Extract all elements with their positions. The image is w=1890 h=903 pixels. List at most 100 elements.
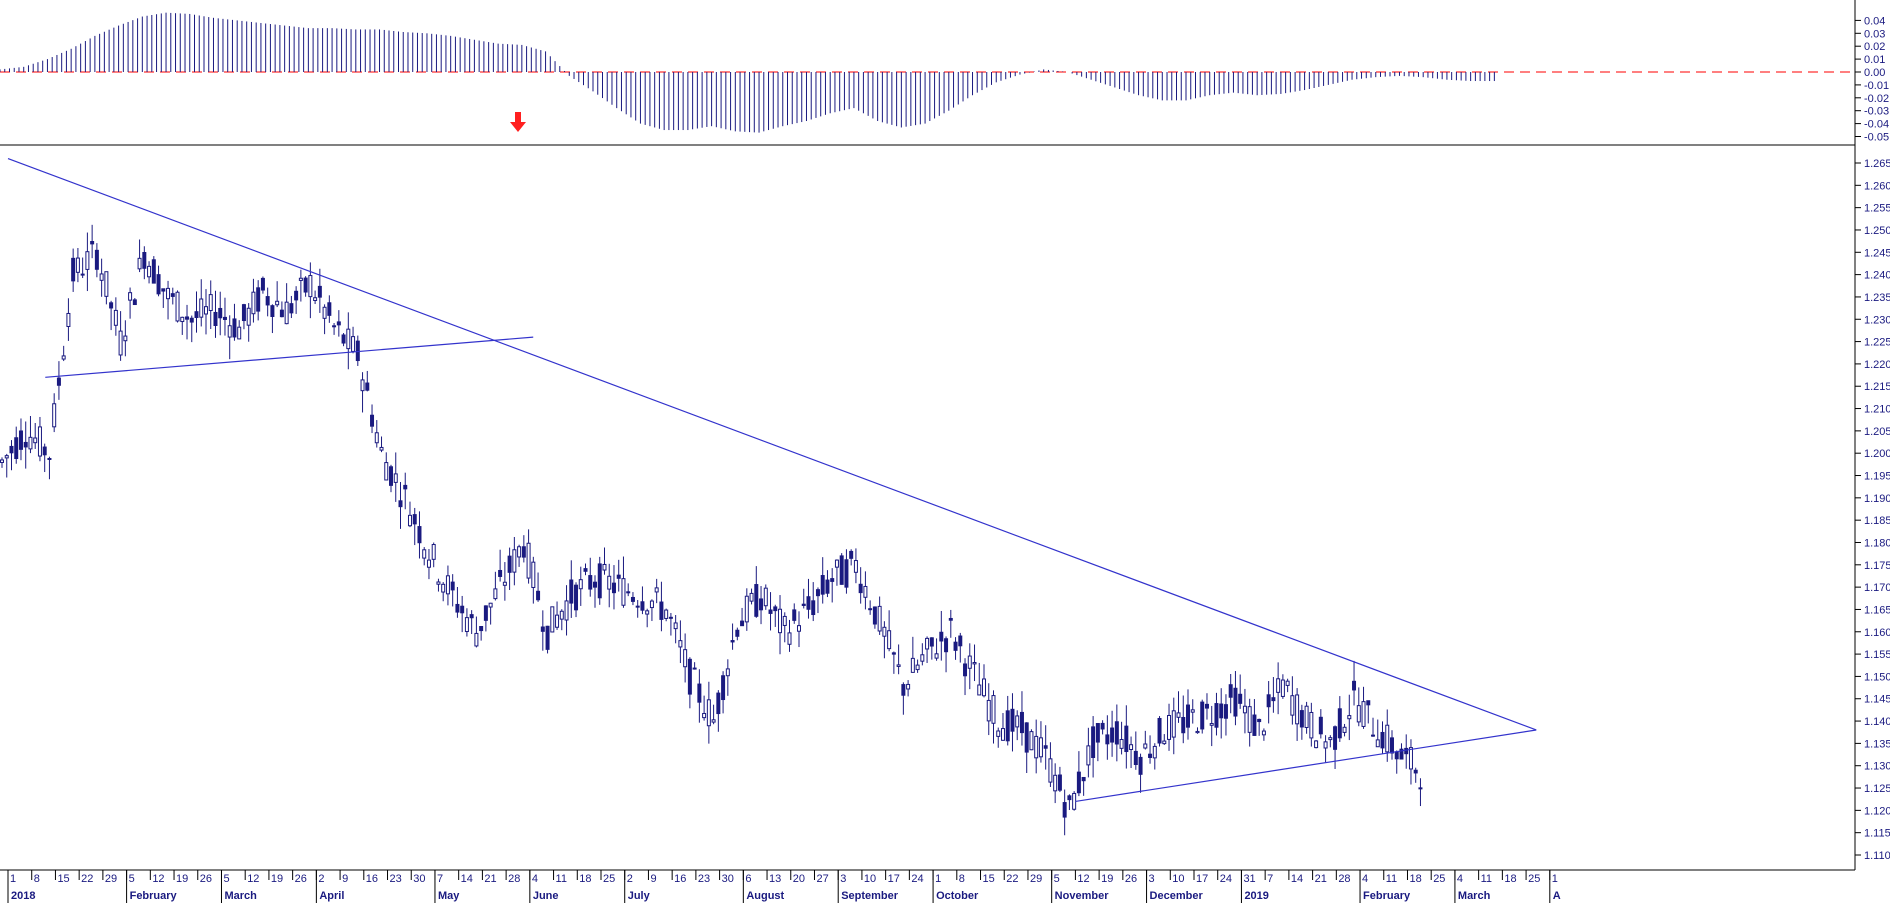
candle-body <box>1352 680 1357 691</box>
candle-body <box>858 583 863 594</box>
candle-body <box>982 678 987 697</box>
candle-body <box>488 602 493 608</box>
candle-body <box>445 575 450 595</box>
candle-body <box>47 457 52 460</box>
candle-body <box>683 649 688 668</box>
candle-body <box>621 578 626 606</box>
candle-body <box>1271 697 1276 702</box>
candle-body <box>37 426 42 457</box>
candle-body <box>241 304 246 322</box>
candle-body <box>555 614 560 628</box>
candle-body <box>1247 706 1252 733</box>
price-ytick-label: 1.255 <box>1864 203 1890 215</box>
candle-body <box>744 595 749 623</box>
osc-ytick-label: -0.03 <box>1864 106 1889 118</box>
price-ytick-label: 1.230 <box>1864 314 1890 326</box>
candle-body <box>1233 687 1238 717</box>
candle-body <box>256 287 261 312</box>
x-day-label: 13 <box>769 873 781 885</box>
candle-body <box>996 730 1001 737</box>
candle-body <box>929 637 934 647</box>
candle-body <box>673 622 678 630</box>
candle-body <box>986 699 991 722</box>
candle-body <box>559 610 564 620</box>
candle-body <box>203 306 208 315</box>
candle-body <box>872 606 877 625</box>
candle-body <box>711 719 716 723</box>
candle-body <box>1399 748 1404 760</box>
candle-body <box>75 257 80 273</box>
price-ytick-label: 1.215 <box>1864 381 1890 393</box>
candle-body <box>1048 758 1053 783</box>
osc-ytick-label: -0.05 <box>1864 132 1889 144</box>
x-month-label: March <box>1458 890 1491 902</box>
candle-body <box>654 587 659 593</box>
osc-ytick-label: -0.02 <box>1864 93 1889 105</box>
candle-body <box>393 473 398 483</box>
candle-body <box>161 288 166 292</box>
candle-body <box>498 569 503 577</box>
candle-body <box>1404 747 1409 755</box>
price-ytick-label: 1.260 <box>1864 180 1890 192</box>
candle-body <box>517 546 522 558</box>
x-day-label: 31 <box>1243 873 1255 885</box>
candle-body <box>151 259 156 284</box>
candle-body <box>839 555 844 585</box>
candle-body <box>1143 743 1148 749</box>
candle-body <box>123 335 128 342</box>
candle-body <box>877 605 882 632</box>
candle-body <box>1148 753 1153 758</box>
candle-body <box>702 712 707 719</box>
x-month-label: February <box>1363 890 1411 902</box>
candle-body <box>185 316 190 320</box>
candle-body <box>407 514 412 527</box>
x-day-label: 10 <box>864 873 876 885</box>
candle-body <box>782 615 787 626</box>
price-ytick-label: 1.185 <box>1864 515 1890 527</box>
candle-body <box>1157 717 1162 744</box>
candle-body <box>322 306 327 319</box>
candle-body <box>649 600 654 609</box>
candle-body <box>294 290 299 301</box>
x-day-label: 12 <box>152 873 164 885</box>
x-month-label: 2018 <box>11 890 35 902</box>
candle-body <box>4 455 9 459</box>
candle-body <box>460 605 465 614</box>
candle-body <box>42 446 47 456</box>
candle-body <box>1024 722 1029 753</box>
x-day-label: 27 <box>816 873 828 885</box>
candle-body <box>692 667 697 670</box>
candle-body <box>1252 714 1257 736</box>
candle-body <box>137 257 142 270</box>
candle-body <box>1309 711 1314 739</box>
candle-body <box>820 575 825 595</box>
x-month-label: October <box>936 890 979 902</box>
candle-body <box>607 575 612 590</box>
candle-body <box>1019 711 1024 734</box>
candle-body <box>1299 710 1304 728</box>
candle-body <box>730 640 735 643</box>
candle-body <box>251 291 256 315</box>
candle-body <box>317 285 322 298</box>
candle-body <box>18 430 23 450</box>
candle-body <box>99 273 104 281</box>
candle-body <box>1347 715 1352 720</box>
candle-body <box>166 287 171 300</box>
x-month-label: September <box>841 890 899 902</box>
candle-body <box>759 598 764 611</box>
candle-body <box>403 484 408 490</box>
osc-ytick-label: 0.01 <box>1864 54 1885 66</box>
candle-body <box>910 657 915 673</box>
candle-body <box>574 584 579 611</box>
candle-body <box>1394 751 1399 760</box>
candle-body <box>379 446 384 451</box>
candle-body <box>170 293 175 297</box>
candle-body <box>953 641 958 651</box>
candle-body <box>208 294 213 312</box>
price-ytick-label: 1.110 <box>1864 850 1890 862</box>
candle-body <box>1214 703 1219 728</box>
candle-body <box>1219 703 1224 719</box>
price-ytick-label: 1.130 <box>1864 761 1890 773</box>
trendline <box>45 336 534 378</box>
